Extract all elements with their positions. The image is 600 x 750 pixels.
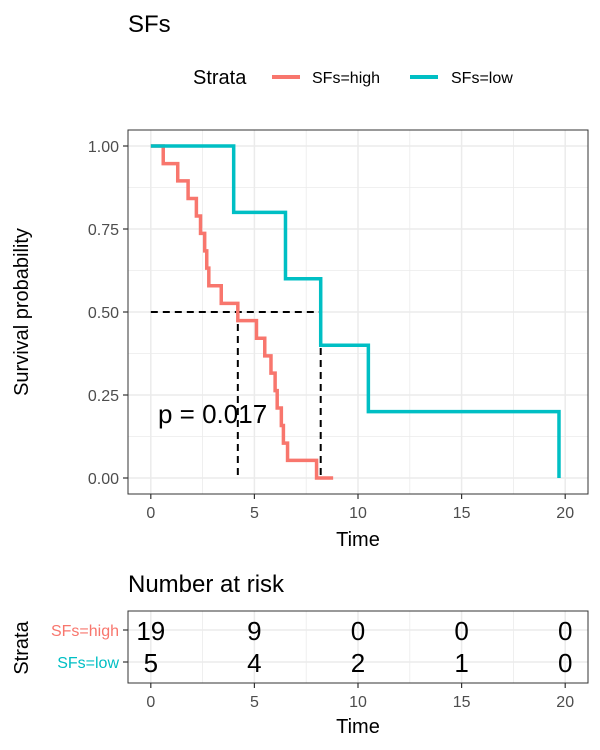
y-tick-label: 0.25 — [88, 388, 119, 405]
risk-cell: 0 — [558, 648, 572, 678]
chart-title: SFs — [128, 11, 171, 38]
y-tick-label: 0.50 — [88, 305, 119, 322]
y-tick-label: 1.00 — [88, 139, 119, 156]
survival-plot: 0 5 10 15 20 0.00 0.25 0.50 0.75 1.00 p = 0.017 T… — [11, 129, 589, 551]
legend-label-high: SFs=high — [312, 70, 380, 87]
risk-cell: 1 — [454, 648, 468, 678]
risk-cell: 0 — [351, 616, 365, 646]
y-tick-label: 0.00 — [88, 471, 119, 488]
risk-x-axis-title: Time — [336, 716, 380, 738]
x-axis-title: Time — [336, 529, 380, 551]
risk-x-tick-label: 20 — [556, 694, 574, 711]
risk-y-axis-title: Strata — [11, 620, 33, 674]
legend-title: Strata — [193, 67, 247, 89]
axis-ticks: 0 5 10 15 20 0.00 0.25 0.50 0.75 1.00 — [88, 139, 574, 522]
y-axis-title: Survival probability — [11, 228, 33, 396]
risk-cell: 5 — [144, 648, 158, 678]
risk-cell: 0 — [454, 616, 468, 646]
risk-cell: 4 — [247, 648, 261, 678]
risk-row-label: SFs=high — [51, 623, 119, 640]
risk-x-tick-label: 0 — [146, 694, 155, 711]
x-tick-label: 20 — [556, 505, 574, 522]
p-value-annotation: p = 0.017 — [158, 399, 267, 429]
risk-table: Number at risk 19 9 0 0 05 4 2 1 0 SFs=highSFs=l… — [11, 571, 589, 738]
survival-curve-low — [150, 144, 561, 478]
risk-row-label: SFs=low — [57, 655, 119, 672]
risk-cell: 2 — [351, 648, 365, 678]
risk-cell: 9 — [247, 616, 261, 646]
risk-table-title: Number at risk — [128, 571, 285, 598]
risk-x-tick-label: 5 — [250, 694, 259, 711]
risk-x-tick-label: 15 — [453, 694, 471, 711]
survival-curves — [150, 144, 561, 480]
risk-grid — [128, 611, 588, 683]
risk-cells: 19 9 0 0 05 4 2 1 0 — [136, 616, 572, 678]
risk-x-tick-label: 10 — [349, 694, 367, 711]
x-tick-label: 0 — [146, 505, 155, 522]
x-tick-label: 5 — [250, 505, 259, 522]
x-tick-label: 15 — [453, 505, 471, 522]
y-tick-label: 0.75 — [88, 222, 119, 239]
risk-cell: 0 — [558, 616, 572, 646]
risk-cell: 19 — [136, 616, 165, 646]
legend: Strata SFs=high SFs=low — [193, 67, 513, 89]
legend-label-low: SFs=low — [451, 70, 513, 87]
x-tick-label: 10 — [349, 505, 367, 522]
survival-curve-high — [150, 144, 334, 480]
